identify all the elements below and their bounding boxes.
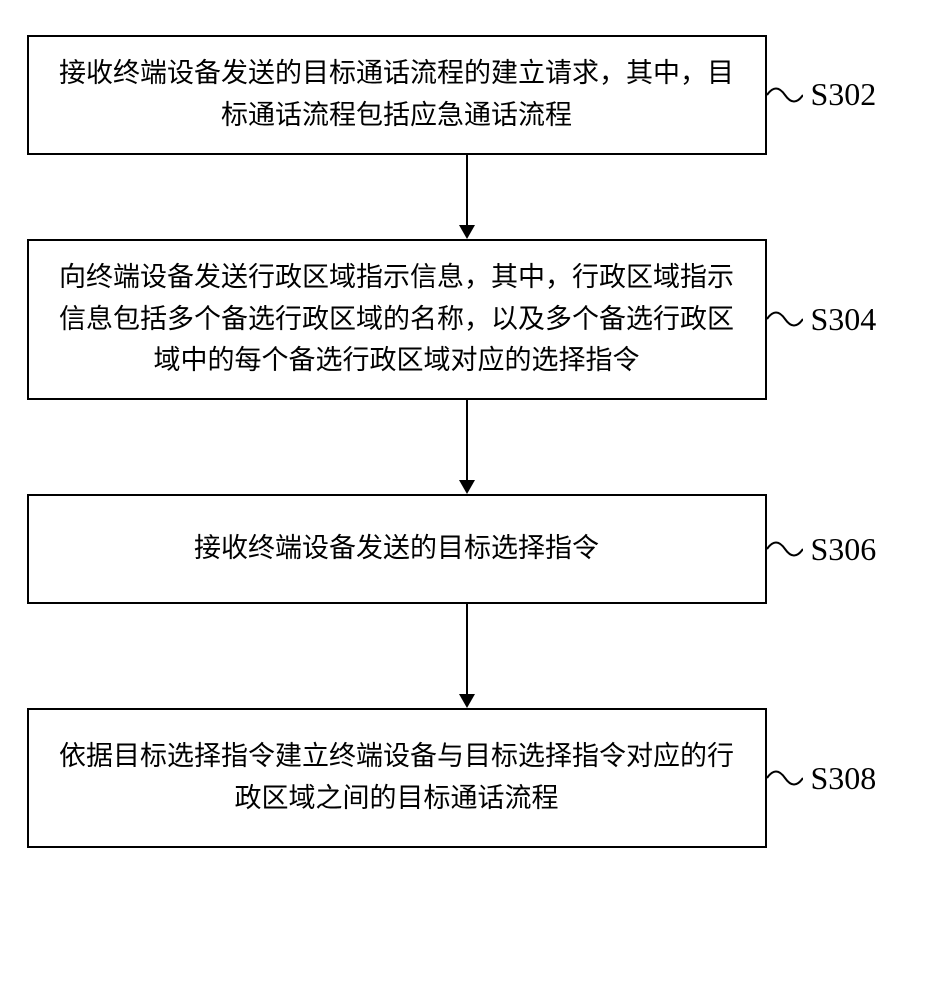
flow-step-s308: 依据目标选择指令建立终端设备与目标选择指令对应的行政区域之间的目标通话流程 S3… — [27, 708, 907, 848]
flow-step-s302: 接收终端设备发送的目标通话流程的建立请求，其中，目标通话流程包括应急通话流程 S… — [27, 35, 907, 155]
arrow-connector — [97, 604, 837, 708]
arrow-head-icon — [459, 694, 475, 708]
step-label: S304 — [811, 301, 877, 338]
arrow-line — [466, 604, 468, 694]
connector-squiggle — [767, 80, 803, 110]
arrow-head-icon — [459, 480, 475, 494]
step-box: 向终端设备发送行政区域指示信息，其中，行政区域指示信息包括多个备选行政区域的名称… — [27, 239, 767, 401]
arrow-connector — [97, 155, 837, 239]
arrow-line — [466, 400, 468, 480]
arrow-connector — [97, 400, 837, 494]
step-text: 依据目标选择指令建立终端设备与目标选择指令对应的行政区域之间的目标通话流程 — [53, 736, 741, 820]
flowchart-container: 接收终端设备发送的目标通话流程的建立请求，其中，目标通话流程包括应急通话流程 S… — [27, 35, 907, 848]
step-text: 向终端设备发送行政区域指示信息，其中，行政区域指示信息包括多个备选行政区域的名称… — [53, 257, 741, 383]
arrow-line — [466, 155, 468, 225]
connector-squiggle — [767, 534, 803, 564]
step-text: 接收终端设备发送的目标选择指令 — [194, 528, 599, 570]
step-label: S308 — [811, 760, 877, 797]
connector-squiggle — [767, 304, 803, 334]
step-label: S302 — [811, 76, 877, 113]
flow-step-s306: 接收终端设备发送的目标选择指令 S306 — [27, 494, 907, 604]
connector-squiggle — [767, 763, 803, 793]
step-box: 依据目标选择指令建立终端设备与目标选择指令对应的行政区域之间的目标通话流程 — [27, 708, 767, 848]
arrow-head-icon — [459, 225, 475, 239]
flow-step-s304: 向终端设备发送行政区域指示信息，其中，行政区域指示信息包括多个备选行政区域的名称… — [27, 239, 907, 401]
step-box: 接收终端设备发送的目标通话流程的建立请求，其中，目标通话流程包括应急通话流程 — [27, 35, 767, 155]
step-box: 接收终端设备发送的目标选择指令 — [27, 494, 767, 604]
step-text: 接收终端设备发送的目标通话流程的建立请求，其中，目标通话流程包括应急通话流程 — [53, 53, 741, 137]
step-label: S306 — [811, 531, 877, 568]
